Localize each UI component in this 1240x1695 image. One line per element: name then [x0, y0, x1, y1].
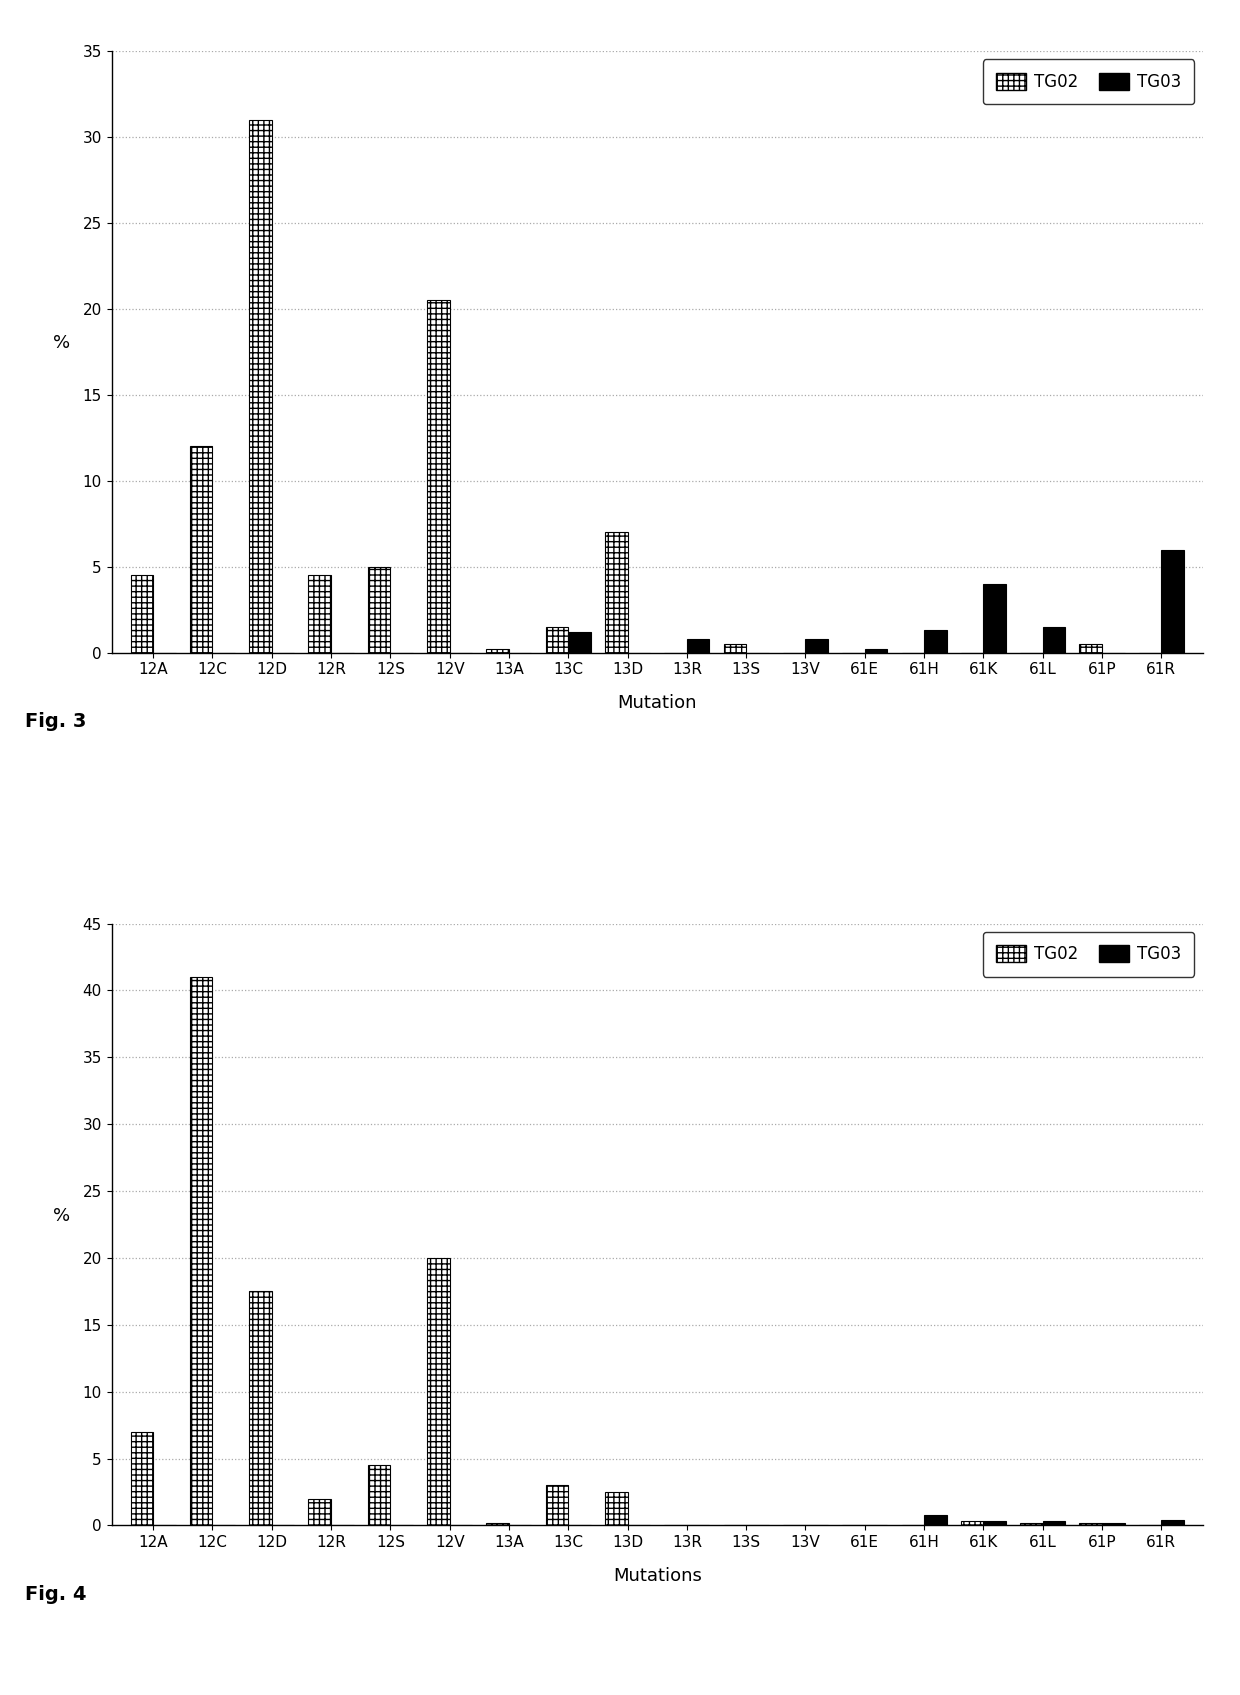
Bar: [309, 575, 331, 653]
Text: Fig. 4: Fig. 4: [25, 1585, 87, 1603]
Bar: [1162, 1520, 1184, 1526]
Bar: [924, 1515, 946, 1526]
Bar: [806, 639, 828, 653]
Bar: [309, 1498, 331, 1526]
Y-axis label: %: %: [53, 334, 71, 353]
Bar: [568, 632, 590, 653]
Bar: [190, 976, 212, 1526]
Legend: TG02, TG03: TG02, TG03: [982, 932, 1194, 976]
Bar: [546, 627, 568, 653]
Bar: [605, 1492, 627, 1526]
Bar: [1080, 644, 1102, 653]
Bar: [190, 446, 212, 653]
X-axis label: Mutations: Mutations: [613, 1566, 702, 1585]
Bar: [983, 1522, 1006, 1526]
Bar: [249, 120, 272, 653]
Bar: [687, 639, 709, 653]
Bar: [1043, 627, 1065, 653]
Bar: [1102, 1522, 1125, 1526]
Bar: [924, 631, 946, 653]
Bar: [1162, 549, 1184, 653]
Bar: [1043, 1522, 1065, 1526]
Bar: [1080, 1522, 1102, 1526]
Bar: [368, 566, 391, 653]
Bar: [130, 1432, 153, 1526]
Bar: [546, 1485, 568, 1526]
X-axis label: Mutation: Mutation: [618, 695, 697, 712]
Bar: [983, 585, 1006, 653]
Bar: [605, 532, 627, 653]
Bar: [1021, 1522, 1043, 1526]
Y-axis label: %: %: [53, 1207, 71, 1224]
Bar: [486, 649, 508, 653]
Legend: TG02, TG03: TG02, TG03: [982, 59, 1194, 103]
Bar: [130, 575, 153, 653]
Bar: [249, 1292, 272, 1526]
Bar: [427, 1258, 450, 1526]
Bar: [961, 1522, 983, 1526]
Bar: [724, 644, 746, 653]
Bar: [427, 300, 450, 653]
Bar: [486, 1522, 508, 1526]
Bar: [368, 1464, 391, 1526]
Bar: [864, 649, 888, 653]
Text: Fig. 3: Fig. 3: [25, 712, 86, 731]
